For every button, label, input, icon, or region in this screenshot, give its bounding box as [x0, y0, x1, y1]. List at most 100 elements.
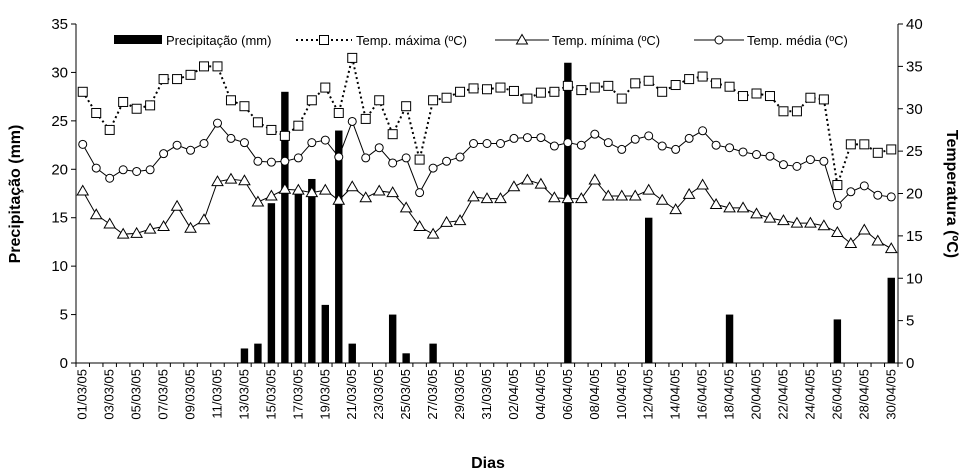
precip-bar — [254, 343, 262, 363]
tmax-point — [401, 101, 412, 112]
tmax-point — [482, 84, 492, 95]
x-tick-label: 22/04/05 — [775, 369, 790, 420]
tmax-point — [818, 94, 829, 105]
x-tick-label: 29/03/05 — [452, 369, 467, 420]
tmax-point — [589, 82, 600, 93]
tmed-point — [792, 161, 802, 171]
tmin-point — [588, 173, 602, 185]
tmin-point — [696, 178, 709, 190]
tmed-point — [361, 153, 371, 163]
x-axis-label: Dias — [471, 455, 505, 471]
precip-bar — [335, 130, 343, 363]
tmed-point — [78, 139, 88, 149]
tmax-point — [508, 85, 519, 96]
tmin-point — [480, 192, 494, 204]
tmin-point — [116, 227, 130, 239]
tmed-point — [374, 143, 384, 153]
precip-bar — [308, 178, 316, 363]
tmin-point — [413, 220, 426, 232]
tmin-point — [561, 192, 575, 204]
tmax-point — [535, 87, 546, 98]
tmax-point — [630, 78, 641, 89]
tmed-point — [212, 118, 222, 128]
tmin-point — [372, 184, 386, 196]
tmed-point — [752, 150, 762, 160]
precip-bar — [429, 343, 437, 363]
tmed-point — [603, 138, 613, 148]
y-right-tick-label: 25 — [906, 143, 923, 160]
tmax-point — [414, 154, 425, 165]
x-tick-label: 23/03/05 — [371, 369, 386, 420]
tmed-point — [698, 126, 708, 136]
tmax-point — [145, 100, 156, 111]
x-tick-label: 19/03/05 — [317, 369, 332, 420]
tmin-point — [197, 213, 211, 225]
tmin-point — [871, 234, 885, 246]
tmax-point — [252, 117, 263, 128]
tmin-point — [642, 183, 656, 195]
y-right-tick-label: 5 — [906, 313, 914, 330]
tmed-point — [738, 147, 748, 157]
tmax-point — [158, 74, 169, 85]
tmin-point — [345, 180, 359, 192]
tmax-point — [185, 69, 196, 80]
tmin-point — [790, 216, 804, 228]
y-right-tick-label: 35 — [906, 58, 923, 75]
y-left-tick-label: 30 — [51, 64, 68, 81]
tmin-point — [305, 186, 319, 198]
x-tick-label: 02/04/05 — [506, 369, 521, 420]
y-left-tick-label: 25 — [51, 113, 68, 130]
y-right-tick-label: 0 — [906, 355, 914, 372]
tmed-point — [347, 116, 357, 126]
legend: Precipitação (mm) Temp. máxima (ºC) Temp… — [114, 33, 848, 48]
tmed-point — [186, 145, 196, 155]
x-tick-label: 30/04/05 — [883, 369, 898, 420]
tmax-point — [872, 147, 883, 158]
x-tick-label: 03/03/05 — [102, 369, 117, 420]
tmin-point — [359, 191, 373, 203]
tmed-point — [778, 160, 788, 170]
tmin-point — [507, 180, 521, 192]
tmin-point — [804, 216, 817, 228]
y-right-tick-label: 40 — [906, 16, 923, 33]
x-tick-label: 15/03/05 — [263, 369, 278, 420]
tick-labels: 0 5 10 15 20 25 30 35 0 5 10 15 20 25 30 35 40 01/03/05 03… — [51, 16, 922, 420]
tmed-point — [671, 144, 681, 154]
tmax-point — [751, 88, 762, 99]
tmax-point — [468, 83, 479, 94]
tmed-point — [617, 144, 627, 154]
tmed-point — [846, 187, 856, 197]
tmax-point — [859, 139, 870, 150]
tmed-point — [684, 133, 694, 143]
y-left-tick-label: 15 — [51, 210, 68, 227]
x-tick-label: 31/03/05 — [479, 369, 494, 420]
x-tick-label: 07/03/05 — [156, 369, 171, 420]
tmax-point — [845, 139, 856, 150]
tmed-point — [819, 156, 829, 166]
tmax-point — [886, 144, 897, 155]
tmed-point — [522, 133, 532, 143]
tmed-point — [657, 141, 667, 151]
tmin-point — [318, 183, 332, 195]
tmax-point — [576, 85, 587, 96]
tmax-point — [495, 82, 506, 93]
tmin-point — [76, 184, 90, 196]
legend-tmax-marker — [319, 35, 329, 45]
tmax-point — [684, 74, 695, 85]
tmax-point — [832, 180, 843, 191]
tmin-point — [655, 193, 669, 205]
tmed-point — [859, 181, 869, 191]
tmin-point — [844, 237, 858, 249]
x-tick-label: 18/04/05 — [722, 369, 737, 420]
y-left-tick-label: 20 — [51, 161, 68, 178]
precipitation-bars — [240, 62, 895, 364]
x-tick-label: 27/03/05 — [425, 369, 440, 420]
tmed-point — [805, 155, 815, 165]
tmax-point — [711, 78, 722, 89]
precip-bar — [402, 353, 410, 363]
y-left-tick-label: 35 — [51, 16, 68, 33]
tmed-point — [132, 166, 142, 176]
tmax-point — [643, 75, 654, 86]
y-left-tick-label: 5 — [60, 307, 68, 324]
